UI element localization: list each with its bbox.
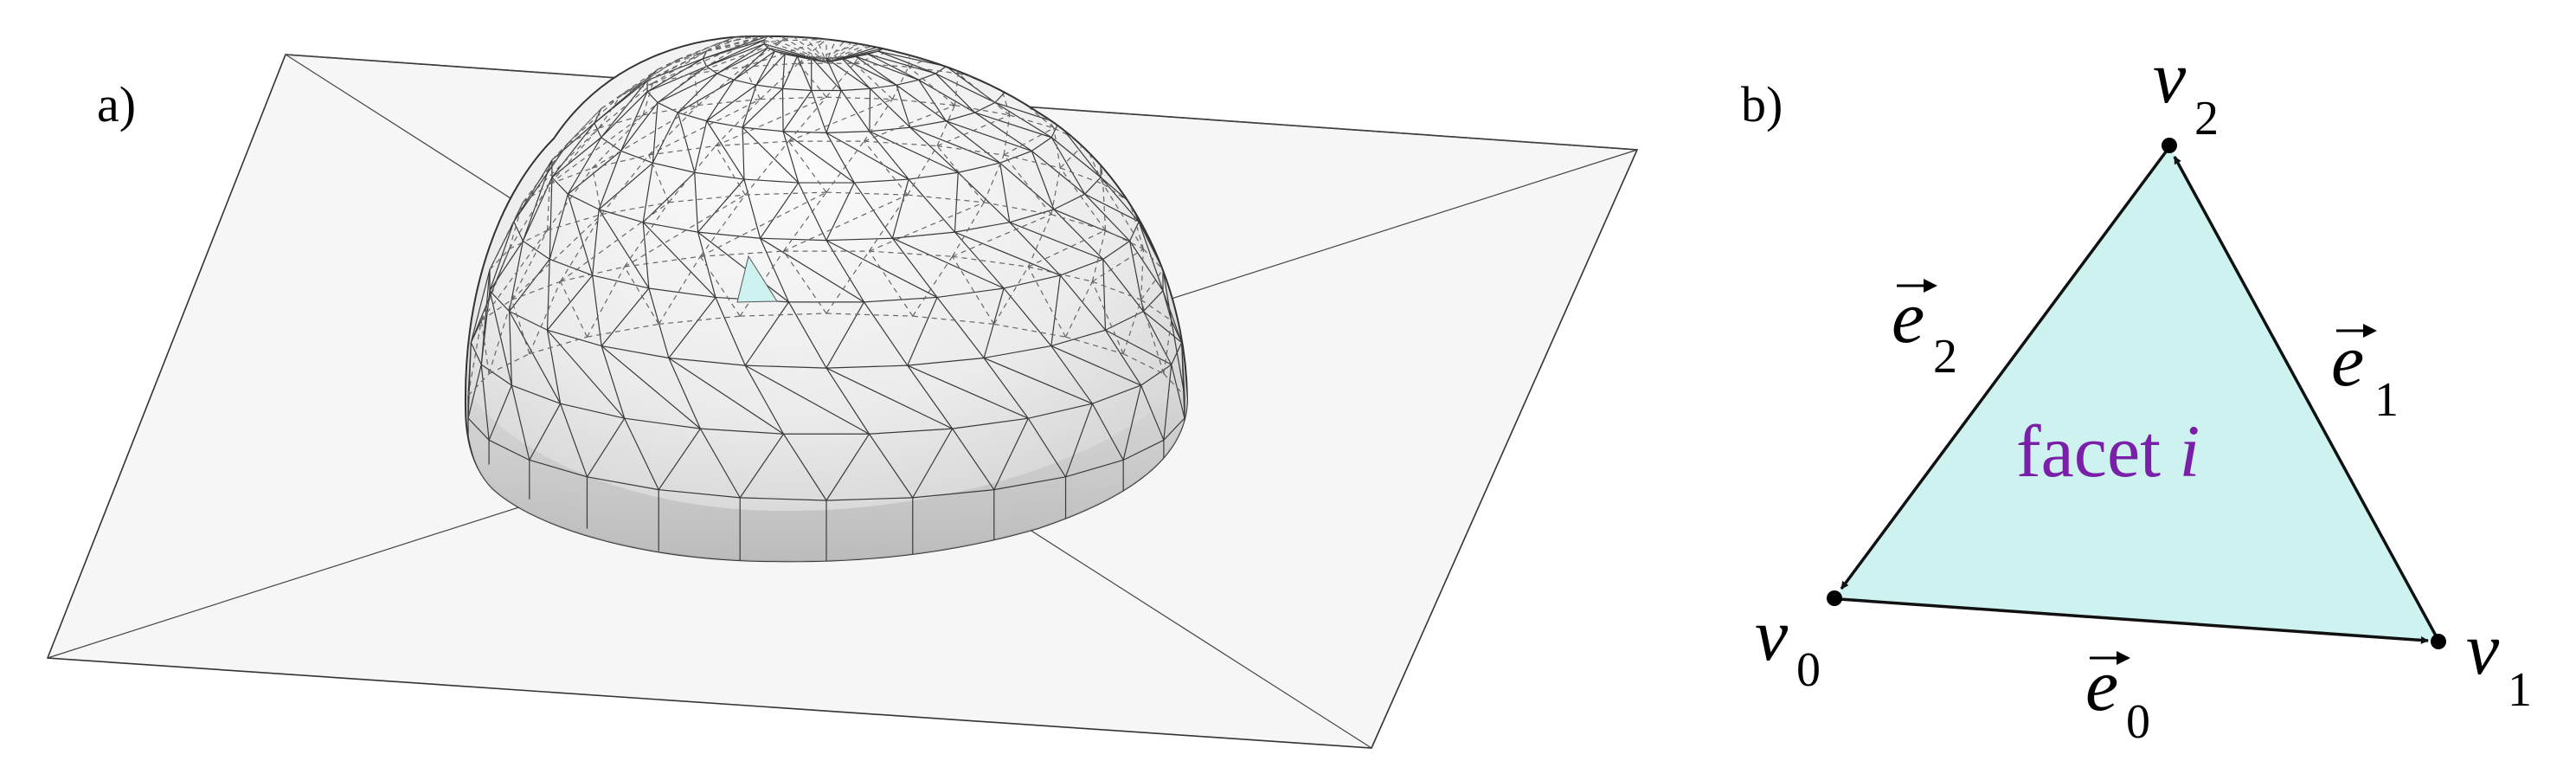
vertex-label-v1: v 1 — [2466, 607, 2532, 717]
svg-text:v: v — [2466, 607, 2500, 690]
svg-text:2: 2 — [1933, 330, 1957, 384]
svg-text:0: 0 — [1796, 643, 1821, 697]
svg-text:e: e — [2085, 643, 2118, 726]
edge-e2 — [1840, 149, 2168, 590]
vertex-label-v0: v 0 — [1755, 593, 1821, 697]
edge-label-e0: e 0 — [2085, 643, 2150, 749]
edge-e0 — [1839, 597, 2429, 644]
panel-a: a) — [46, 35, 1639, 749]
edge-label-e1: e 1 — [2331, 319, 2399, 427]
svg-text:1: 1 — [2374, 373, 2399, 427]
edge-e1 — [2173, 156, 2438, 638]
vertex-v2-dot — [2162, 138, 2177, 153]
svg-text:2: 2 — [2194, 92, 2219, 145]
facet-label-index: i — [2180, 410, 2200, 493]
panel-b: b) v 0 v 1 v 2 e 0 — [1741, 35, 2532, 749]
vertex-label-v2: v 2 — [2153, 35, 2219, 145]
svg-text:e: e — [2331, 319, 2364, 402]
facet-label-text: facet — [2016, 410, 2180, 493]
svg-text:1: 1 — [2508, 663, 2532, 717]
svg-text:e: e — [1892, 275, 1924, 358]
facet-label: facet i — [2016, 410, 2200, 493]
highlighted-facet — [736, 255, 778, 303]
svg-text:0: 0 — [2126, 695, 2150, 749]
edge-label-e2: e 2 — [1892, 275, 1957, 384]
svg-text:v: v — [1755, 593, 1789, 676]
panel-a-label: a) — [97, 76, 136, 132]
svg-text:v: v — [2153, 35, 2187, 119]
vertex-v1-dot — [2431, 634, 2446, 649]
dome-mesh — [464, 35, 1189, 563]
vertex-v0-dot — [1827, 590, 1842, 606]
panel-b-label: b) — [1741, 76, 1783, 132]
facet-triangle — [1834, 145, 2438, 642]
